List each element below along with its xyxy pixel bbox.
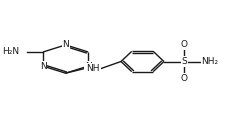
Text: N: N bbox=[62, 40, 69, 49]
Text: N: N bbox=[40, 62, 47, 71]
Text: O: O bbox=[181, 40, 188, 49]
Text: N: N bbox=[85, 62, 91, 71]
Text: NH₂: NH₂ bbox=[201, 57, 219, 66]
Text: H₂N: H₂N bbox=[2, 47, 19, 56]
Text: S: S bbox=[181, 57, 187, 66]
Text: O: O bbox=[181, 74, 188, 83]
Text: NH: NH bbox=[87, 64, 100, 73]
